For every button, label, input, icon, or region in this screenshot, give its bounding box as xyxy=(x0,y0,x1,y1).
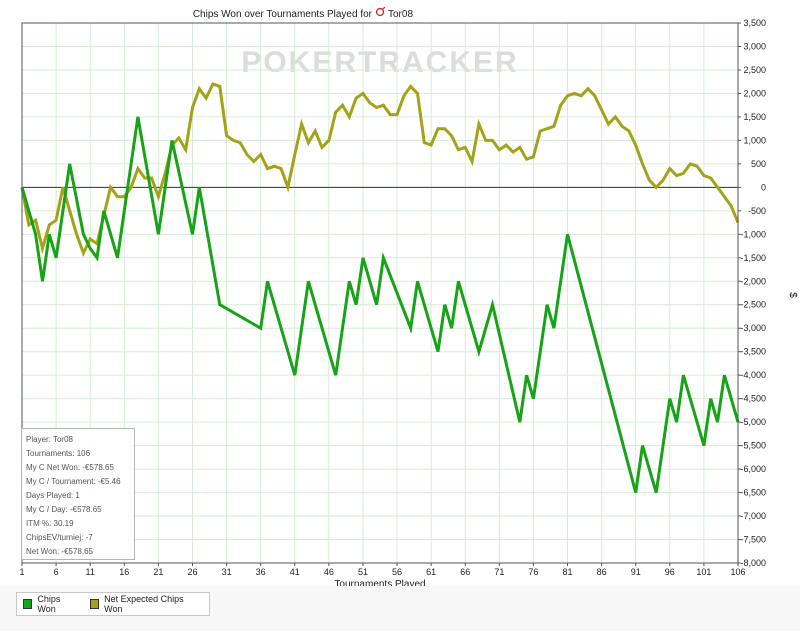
legend-swatch-chips-won xyxy=(23,599,33,609)
x-tick-label: 91 xyxy=(631,567,641,577)
y-tick-label: -3,500 xyxy=(740,347,766,357)
series-line-chips-won xyxy=(20,116,740,494)
y-axis: 3,500 3,000 2,500 2,000 1,500 1,000 500 0 -500 -1… xyxy=(738,18,766,568)
y-tick-label: -500 xyxy=(748,206,766,216)
stat-chipsev: ChipsEV/turniej: -7 xyxy=(26,533,93,542)
x-tick-label: 101 xyxy=(696,567,711,577)
x-tick-label: 41 xyxy=(290,567,300,577)
y-tick-label: 2,000 xyxy=(743,88,766,98)
y-tick-label: 3,000 xyxy=(743,41,766,51)
y-tick-label: -8,000 xyxy=(740,558,766,568)
player-icon xyxy=(375,6,386,17)
chart-title: Chips Won over Tournaments Played for To… xyxy=(193,6,413,20)
legend-item-chips-won[interactable]: Chips Won xyxy=(23,594,78,614)
y-tick-label: -4,000 xyxy=(740,370,766,380)
x-tick-label: 81 xyxy=(563,567,573,577)
x-tick-label: 36 xyxy=(256,567,266,577)
x-axis: 1 6 11 16 21 26 31 36 41 46 51 56 61 66 71 76 81 86 91 96 10… xyxy=(19,563,746,577)
x-tick-label: 71 xyxy=(494,567,504,577)
y-tick-label: -6,500 xyxy=(740,488,766,498)
x-tick-label: 1 xyxy=(19,567,24,577)
x-tick-label: 76 xyxy=(528,567,538,577)
plot-area-border xyxy=(21,22,739,564)
stat-tournaments: Tournaments: 106 xyxy=(26,449,91,458)
x-tick-label: 46 xyxy=(324,567,334,577)
legend-label-chips-won: Chips Won xyxy=(37,594,61,614)
x-tick-label: 56 xyxy=(392,567,402,577)
watermark: POKERTRACKER xyxy=(241,46,518,79)
x-tick-label: 11 xyxy=(86,567,95,577)
y-tick-label: 1,000 xyxy=(743,135,766,145)
legend: Chips Won Net Expected Chips Won xyxy=(16,592,210,616)
stat-days-played: Days Played: 1 xyxy=(26,491,80,500)
y-tick-label: 3,500 xyxy=(743,18,766,28)
legend-swatch-net-expected xyxy=(89,599,100,609)
y-tick-label: -7,500 xyxy=(740,535,766,545)
x-tick-label: 21 xyxy=(153,567,163,577)
y-tick-label: -1,500 xyxy=(740,253,766,263)
y-tick-label: 0 xyxy=(761,182,766,192)
y-tick-label: -4,500 xyxy=(740,394,766,404)
y-tick-label: 1,500 xyxy=(743,112,766,122)
stat-net-won-total: Net Won: -€578.65 xyxy=(26,547,94,556)
x-tick-label: 31 xyxy=(222,567,232,577)
stat-player: Player: Tor08 xyxy=(26,435,73,444)
x-tick-label: 6 xyxy=(54,567,59,577)
y-tick-label: -6,000 xyxy=(740,464,766,474)
x-tick-label: 86 xyxy=(597,567,607,577)
stat-net-won: My C Net Won: -€578.65 xyxy=(26,463,114,472)
x-tick-label: 16 xyxy=(119,567,129,577)
legend-label-net-expected: Net Expected Chips Won xyxy=(104,594,184,614)
chart-title-text: Chips Won over Tournaments Played for xyxy=(193,9,373,20)
stat-per-day: My C / Day: -€578.65 xyxy=(26,505,102,514)
y-tick-label: -7,000 xyxy=(740,511,766,521)
x-tick-label: 26 xyxy=(187,567,197,577)
y-tick-label: -5,500 xyxy=(740,441,766,451)
x-tick-label: 61 xyxy=(426,567,436,577)
x-tick-label: 66 xyxy=(460,567,470,577)
stat-itm: ITM %: 30.19 xyxy=(26,519,74,528)
y-tick-label: -2,500 xyxy=(740,300,766,310)
plot-area-bg xyxy=(22,23,738,563)
x-tick-label: 106 xyxy=(730,567,745,577)
stat-per-tournament: My C / Tournament: -€5.46 xyxy=(26,477,121,486)
x-tick-label: 51 xyxy=(358,567,368,577)
chart-title-player: Tor08 xyxy=(388,9,413,20)
x-tick-label: 96 xyxy=(665,567,675,577)
y-axis-label: $ xyxy=(787,292,798,298)
x-axis-label: Tournaments Played xyxy=(334,579,425,590)
series-layer xyxy=(20,82,740,494)
y-tick-label: -5,000 xyxy=(740,417,766,427)
y-tick-label: 500 xyxy=(751,159,766,169)
series-line-net-expected xyxy=(20,82,740,257)
y-tick-label: -2,000 xyxy=(740,276,766,286)
legend-item-net-expected[interactable]: Net Expected Chips Won xyxy=(89,594,197,614)
y-tick-label: 2,500 xyxy=(743,65,766,75)
stats-box: Player: Tor08 Tournaments: 106 My C Net … xyxy=(21,428,135,560)
y-tick-label: -3,000 xyxy=(740,323,766,333)
y-tick-label: -1,000 xyxy=(740,229,766,239)
